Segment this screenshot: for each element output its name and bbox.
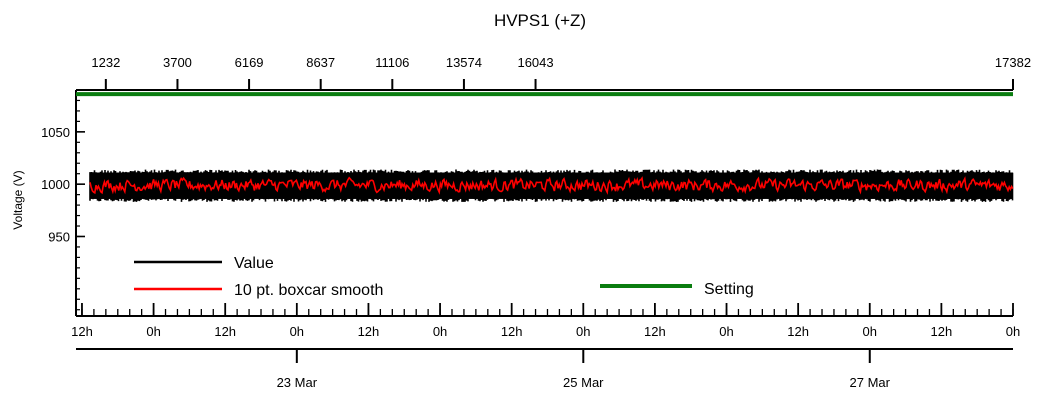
smooth-series-line: [89, 176, 1014, 195]
y-tick-label: 1000: [41, 177, 70, 192]
top-tick-label: 1232: [91, 55, 120, 70]
x-tick-label: 0h: [576, 324, 590, 339]
legend-setting-label: Setting: [704, 281, 754, 298]
x-tick-label: 12h: [71, 324, 93, 339]
x-tick-label: 0h: [290, 324, 304, 339]
y-tick-label: 1050: [41, 125, 70, 140]
top-tick-label: 11106: [375, 55, 409, 70]
date-tick-label: 27 Mar: [850, 375, 891, 390]
x-tick-label: 12h: [644, 324, 666, 339]
x-tick-label: 0h: [863, 324, 877, 339]
x-tick-label: 0h: [146, 324, 160, 339]
x-tick-label: 12h: [787, 324, 809, 339]
top-tick-label: 8637: [306, 55, 335, 70]
top-tick-label: 6169: [235, 55, 264, 70]
top-tick-label: 13574: [446, 55, 482, 70]
x-tick-label: 12h: [931, 324, 953, 339]
date-tick-label: 23 Mar: [277, 375, 318, 390]
top-tick-label: 3700: [163, 55, 192, 70]
plot-area: 950 1000 1050 1232 3700 6169 8637 11106 13574 160…: [41, 55, 1031, 390]
top-tick-label: 17382: [995, 55, 1031, 70]
y-tick-label: 950: [48, 229, 70, 244]
x-tick-label: 0h: [433, 324, 447, 339]
top-tick-label: 16043: [517, 55, 553, 70]
x-tick-label: 12h: [358, 324, 380, 339]
chart-title: HVPS1 (+Z): [494, 11, 586, 30]
x-tick-label: 12h: [501, 324, 523, 339]
y-axis-label: Voltage (V): [11, 170, 25, 229]
date-tick-label: 25 Mar: [563, 375, 604, 390]
x-tick-label: 0h: [719, 324, 733, 339]
x-tick-label: 12h: [214, 324, 236, 339]
legend: Value 10 pt. boxcar smooth Setting: [134, 255, 754, 299]
legend-value-label: Value: [234, 255, 274, 272]
legend-smooth-label: 10 pt. boxcar smooth: [234, 282, 383, 299]
x-tick-label: 0h: [1006, 324, 1020, 339]
